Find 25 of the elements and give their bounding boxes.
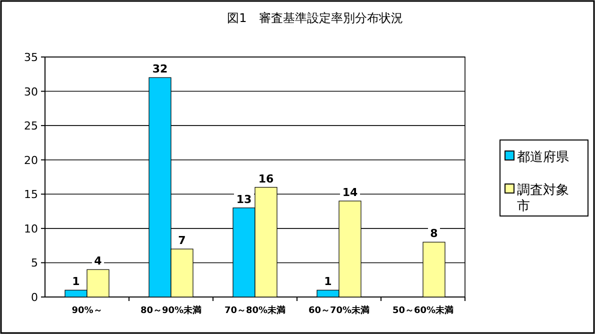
data-label: 8 <box>430 227 438 240</box>
chart-title: 図1 審査基準設定率別分布状況 <box>227 11 403 25</box>
y-tick-label: 5 <box>31 256 38 270</box>
legend-label: 都道府県 <box>517 149 569 165</box>
data-label: 14 <box>342 186 358 199</box>
y-tick-label: 35 <box>24 51 38 64</box>
y-tick-label: 30 <box>24 85 38 98</box>
y-tick-label: 25 <box>24 120 38 133</box>
data-label: 1 <box>72 275 80 288</box>
x-tick-label: 70～80%未満 <box>224 305 286 316</box>
y-tick-label: 20 <box>24 154 38 167</box>
y-tick-label: 0 <box>31 291 38 304</box>
data-label: 13 <box>236 192 252 206</box>
x-tick-label: 50～60%未満 <box>392 305 454 316</box>
legend-label: 調査対象市 <box>517 182 569 214</box>
data-label: 4 <box>94 254 102 268</box>
data-label: 16 <box>258 172 274 186</box>
x-tick-label: 80～90%未満 <box>140 305 202 316</box>
y-tick-label: 10 <box>24 222 38 236</box>
x-tick-label: 90%～ <box>72 306 102 316</box>
y-tick-label: 15 <box>24 188 38 202</box>
data-label: 1 <box>324 275 332 288</box>
data-label: 32 <box>152 62 168 76</box>
x-tick-label: 60～70%未満 <box>308 305 370 316</box>
data-label: 7 <box>178 234 186 247</box>
